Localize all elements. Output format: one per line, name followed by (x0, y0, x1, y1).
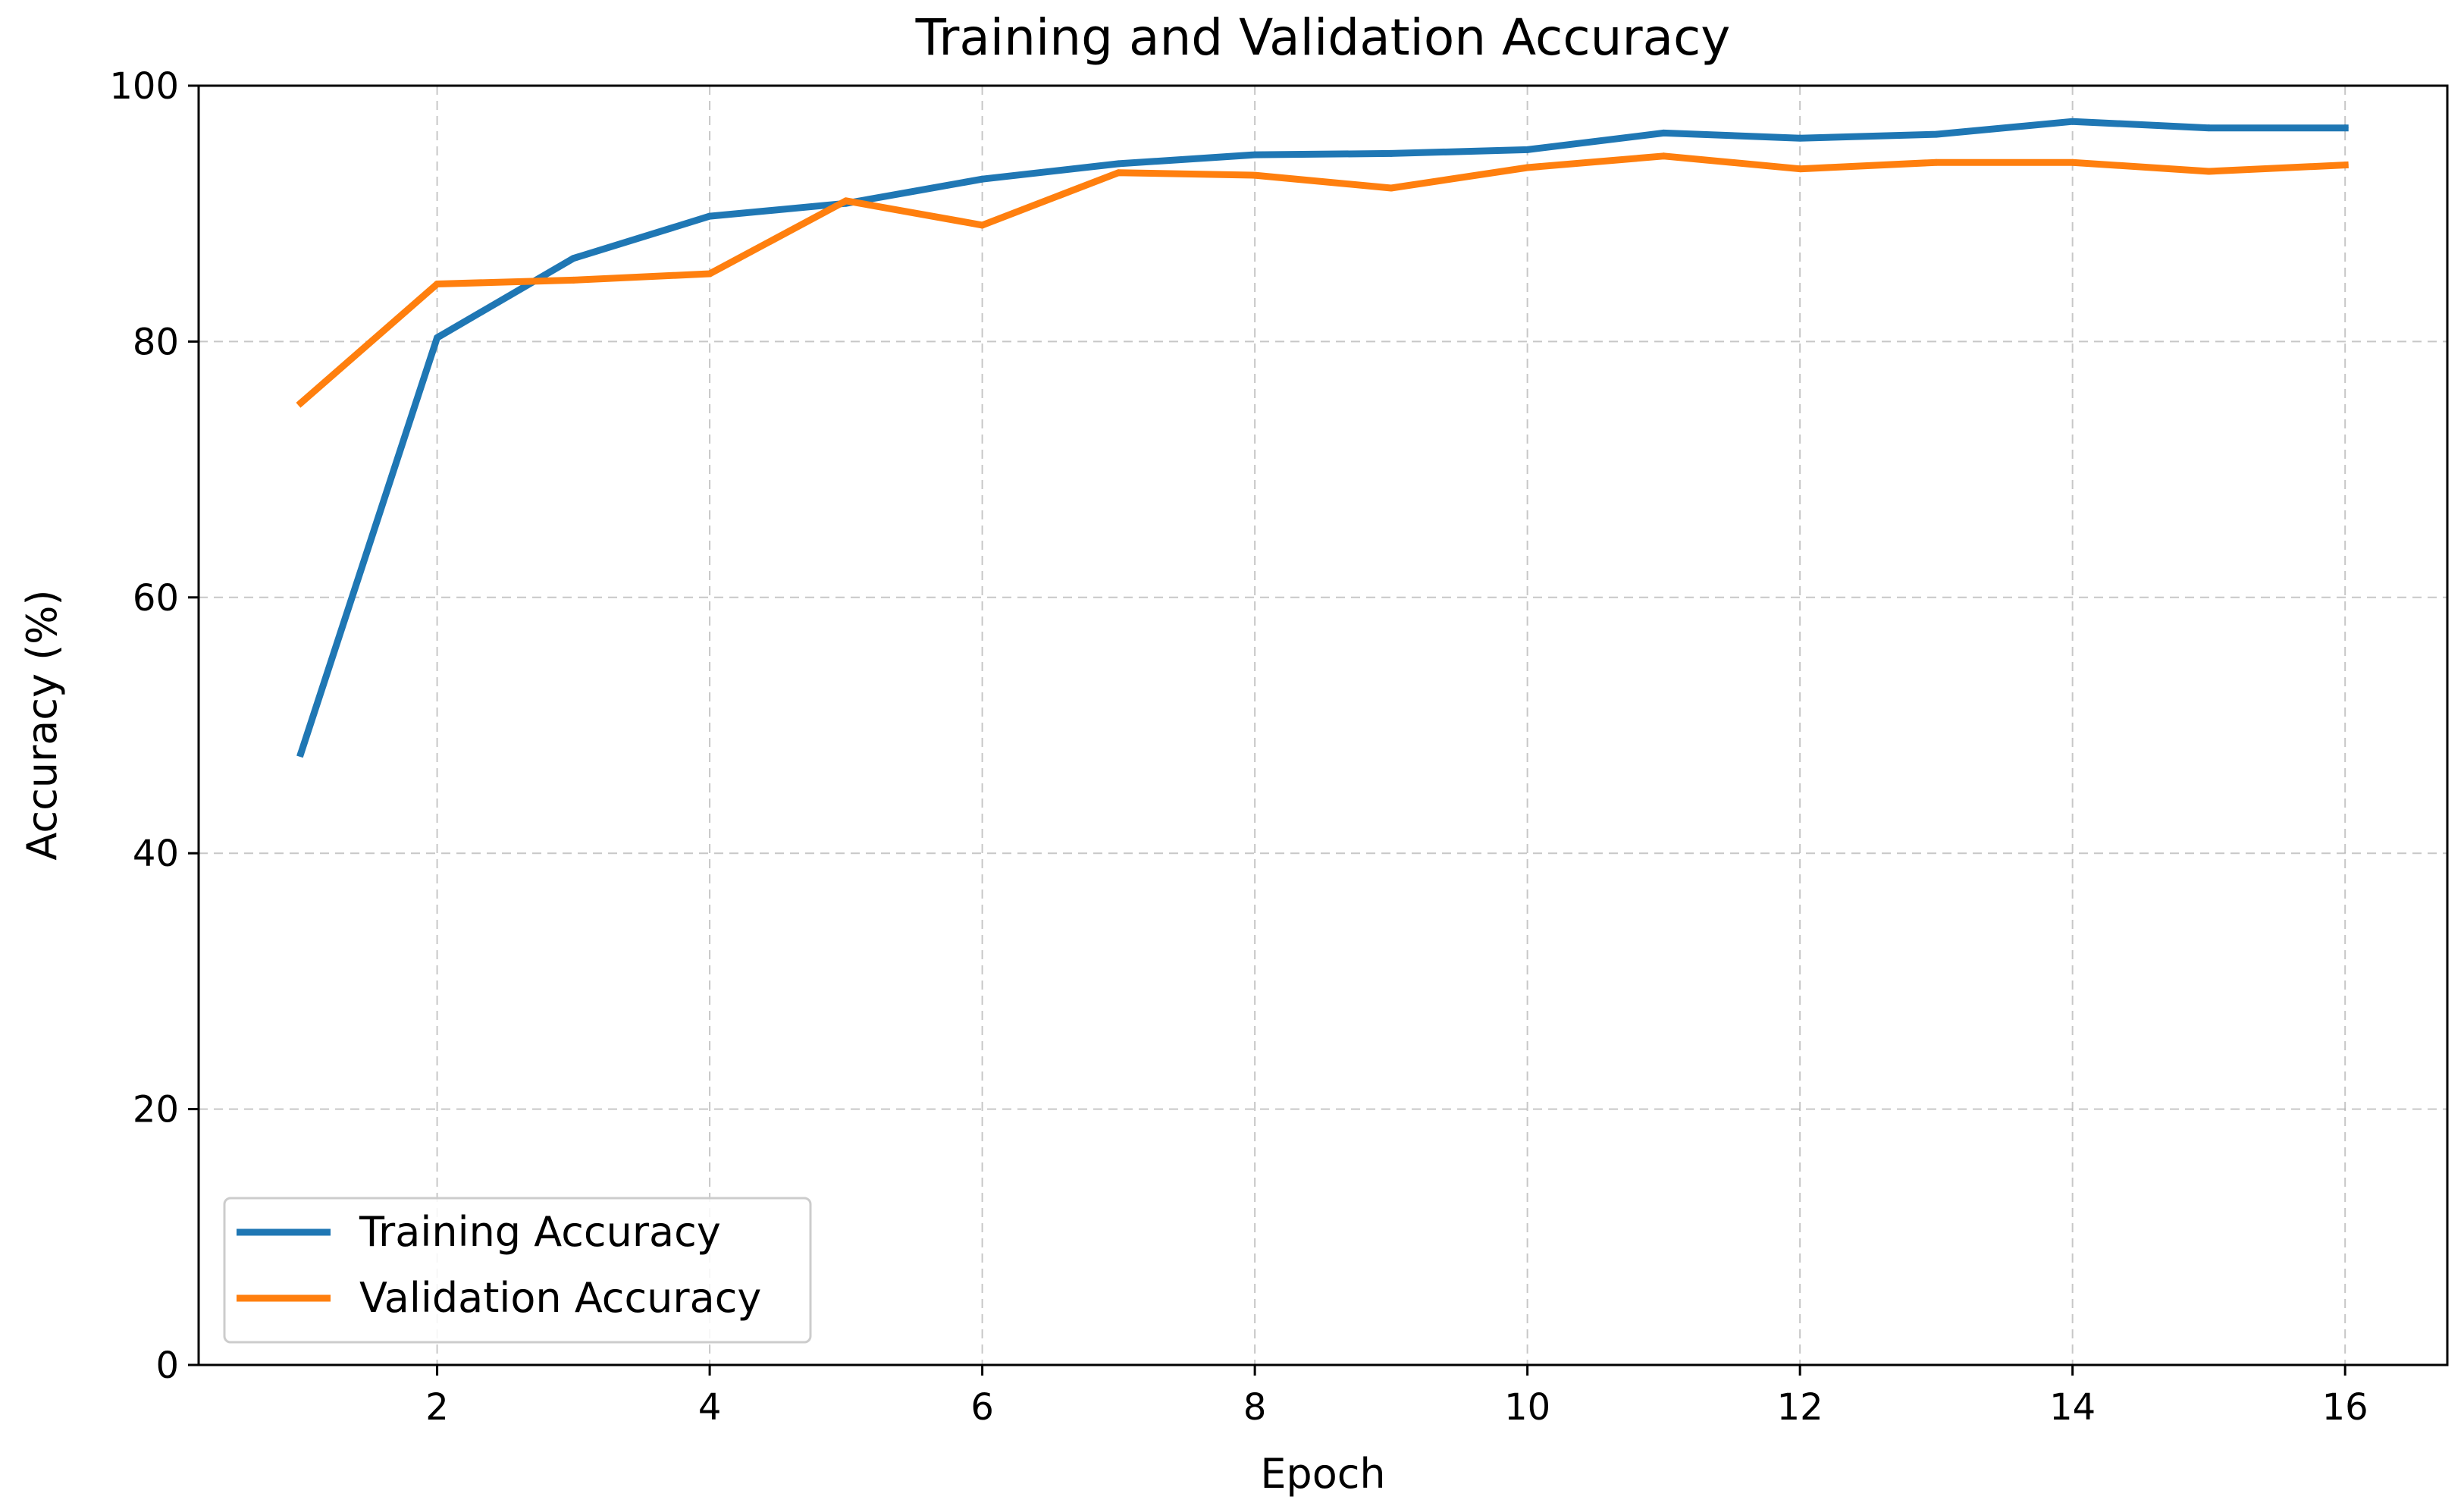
data-point-training-accuracy (706, 212, 713, 220)
y-axis-ticks: 0 20 40 60 80 100 (109, 65, 199, 1387)
x-axis-ticks: 2 4 6 8 10 12 14 16 (425, 1365, 2368, 1429)
data-point-training-accuracy (1796, 134, 1804, 142)
y-tick-label: 60 (133, 577, 179, 620)
data-point-training-accuracy (1660, 129, 1667, 136)
grid (199, 86, 2447, 1365)
y-tick-label: 40 (133, 833, 179, 875)
x-tick-label: 2 (425, 1386, 449, 1429)
y-tick-label: 0 (155, 1344, 179, 1387)
series-layer (296, 118, 2349, 758)
data-point-validation-accuracy (2205, 168, 2212, 175)
y-tick-label: 20 (133, 1089, 179, 1131)
data-point-training-accuracy (2341, 124, 2349, 132)
series-line-training-accuracy (296, 118, 2349, 758)
x-tick-label: 10 (1504, 1386, 1550, 1429)
data-point-validation-accuracy (1933, 158, 1940, 166)
data-point-validation-accuracy (2341, 162, 2349, 169)
x-tick-label: 14 (2049, 1386, 2096, 1429)
data-point-training-accuracy (1387, 149, 1395, 157)
y-axis-label: Accuracy (%) (18, 589, 66, 860)
data-point-validation-accuracy (979, 221, 986, 229)
data-point-validation-accuracy (2069, 158, 2077, 166)
data-point-training-accuracy (1524, 146, 1531, 153)
data-point-validation-accuracy (434, 280, 441, 287)
data-point-validation-accuracy (1660, 152, 1667, 160)
x-axis-label: Epoch (1260, 1450, 1385, 1498)
legend-label-training: Training Accuracy (359, 1208, 721, 1256)
data-point-validation-accuracy (1796, 165, 1804, 173)
data-point-training-accuracy (569, 255, 577, 262)
x-tick-label: 4 (698, 1386, 722, 1429)
series-line-validation-accuracy (296, 152, 2349, 408)
data-point-training-accuracy (1251, 151, 1259, 158)
data-point-validation-accuracy (1387, 184, 1395, 192)
y-tick-label: 80 (133, 321, 179, 363)
data-point-training-accuracy (1933, 130, 1940, 138)
data-point-validation-accuracy (842, 197, 850, 205)
x-tick-label: 12 (1777, 1386, 1823, 1429)
data-point-validation-accuracy (1114, 169, 1122, 177)
legend: Training Accuracy Validation Accuracy (223, 1197, 812, 1344)
plot-area-frame (197, 84, 2449, 1366)
data-point-training-accuracy (1114, 160, 1122, 168)
x-tick-label: 16 (2322, 1386, 2368, 1429)
legend-box (223, 1197, 812, 1344)
legend-label-validation: Validation Accuracy (359, 1274, 761, 1322)
data-point-training-accuracy (297, 750, 305, 758)
data-point-validation-accuracy (297, 399, 305, 406)
data-point-validation-accuracy (1251, 171, 1259, 179)
data-point-training-accuracy (2205, 124, 2212, 132)
chart-title: Training and Validation Accuracy (915, 8, 1731, 67)
x-tick-label: 6 (970, 1386, 994, 1429)
y-tick-label: 100 (109, 65, 179, 108)
data-point-training-accuracy (434, 334, 441, 341)
x-tick-label: 8 (1243, 1386, 1267, 1429)
data-point-validation-accuracy (706, 270, 713, 278)
data-point-validation-accuracy (569, 276, 577, 284)
data-point-training-accuracy (979, 175, 986, 183)
data-point-validation-accuracy (1524, 164, 1531, 171)
data-point-training-accuracy (2069, 118, 2077, 125)
